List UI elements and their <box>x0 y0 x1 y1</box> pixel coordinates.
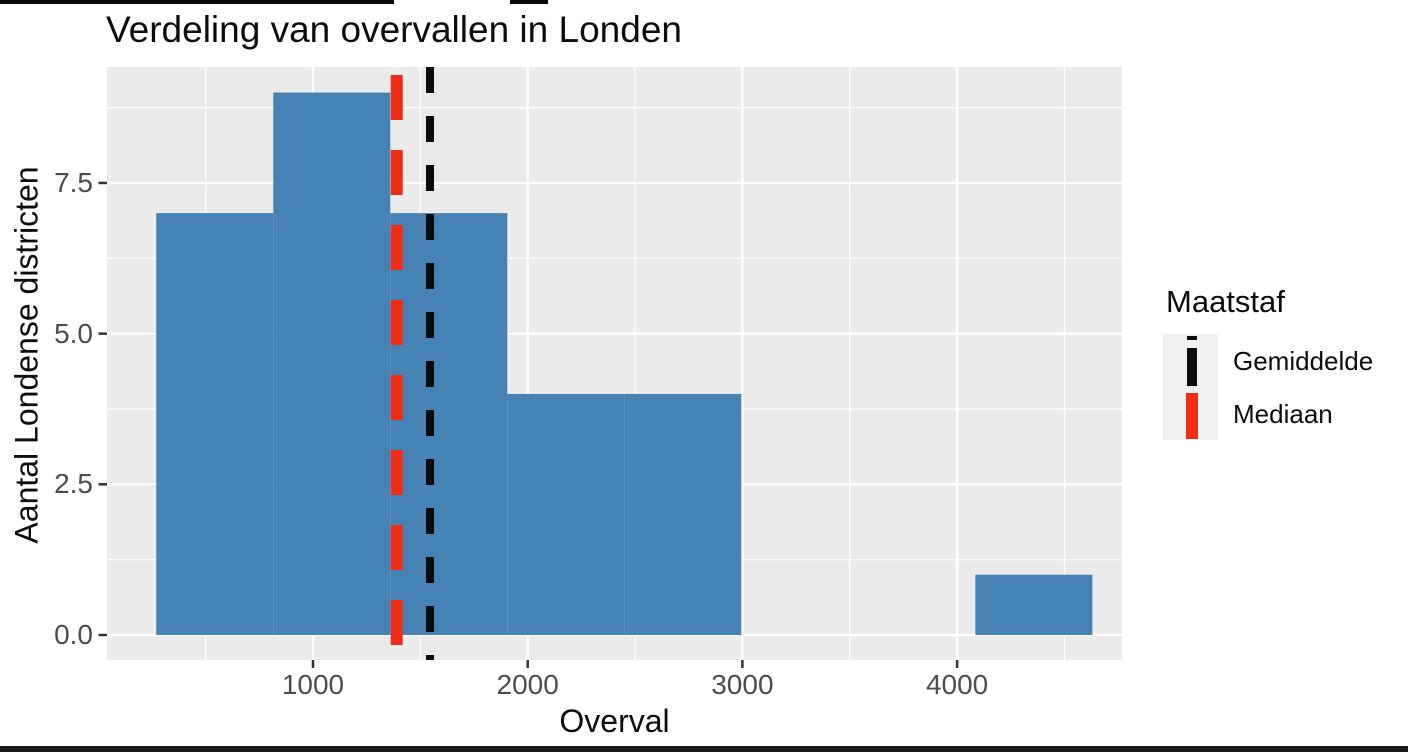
top-edge-strip-left <box>0 0 394 4</box>
x-tick-label: 4000 <box>925 669 989 700</box>
y-tick-label: 7.5 <box>54 166 93 198</box>
chart-title: Verdeling van overvallen in Londen <box>106 9 682 50</box>
red-dashed-line-icon <box>1186 393 1198 439</box>
x-tick-label: 1000 <box>281 669 345 700</box>
histogram-bar <box>507 393 625 635</box>
legend-label-gemiddelde: Gemiddelde <box>1233 346 1374 376</box>
x-axis-title: Overval <box>559 703 670 739</box>
bottom-edge-strip <box>0 746 1408 752</box>
legend-label-mediaan: Mediaan <box>1233 399 1333 429</box>
y-tick-label: 2.5 <box>54 468 93 500</box>
black-dashed-line-icon <box>1187 336 1197 340</box>
y-tick-label: 5.0 <box>54 317 93 349</box>
histogram-bar <box>273 92 391 635</box>
histogram-bar <box>975 574 1093 635</box>
histogram-bar <box>624 393 742 635</box>
x-tick-label: 2000 <box>496 669 559 700</box>
legend-key-gemiddelde <box>1163 334 1218 387</box>
y-tick-label: 0.0 <box>54 619 93 650</box>
legend-key-mediaan <box>1163 387 1218 440</box>
x-tick-label: 3000 <box>711 669 774 700</box>
legend-title: Maatstaf <box>1166 284 1285 319</box>
histogram-bar <box>390 213 508 636</box>
top-edge-strip-short <box>510 0 548 4</box>
histogram-bar <box>156 213 274 636</box>
black-dashed-line-icon <box>1187 348 1197 386</box>
